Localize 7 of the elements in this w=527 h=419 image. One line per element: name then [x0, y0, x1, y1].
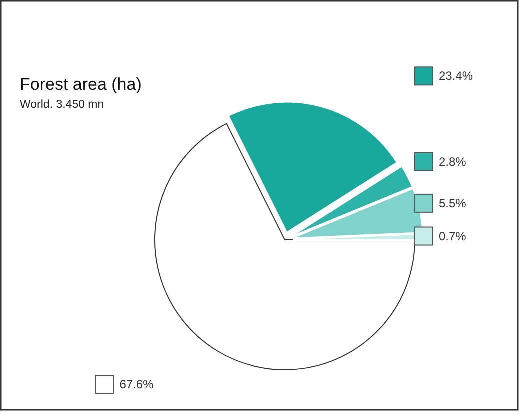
text: World. 3.450 mn [20, 99, 104, 111]
data-label: 2.8% [439, 154, 467, 169]
data-label: 67.6% [120, 378, 154, 392]
chart-title: Forest area (ha) [20, 75, 142, 94]
data-label: 0.7% [439, 229, 467, 244]
data-label: 5.5% [439, 196, 467, 210]
data-label: 23.4% [439, 69, 474, 84]
